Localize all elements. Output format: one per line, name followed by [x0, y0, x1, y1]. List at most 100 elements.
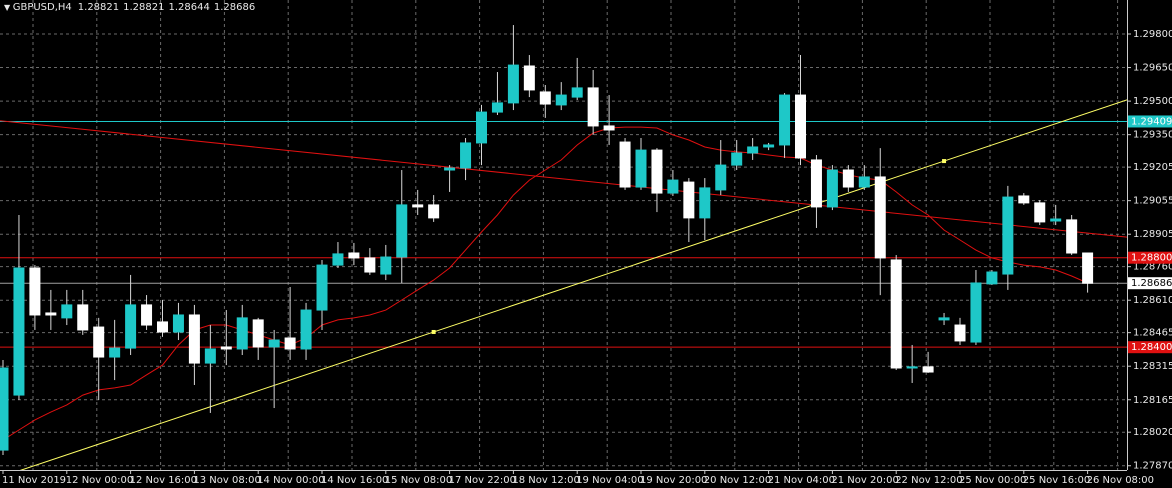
header: ▼ GBPUSD,H4 1.28821 1.28821 1.28644 1.28686	[4, 2, 255, 13]
x-tick-label: 11 Nov 2019	[2, 475, 66, 486]
trendline	[19, 99, 1127, 470]
candle-body	[1082, 252, 1094, 284]
candle-body	[970, 282, 982, 343]
y-tick-label: 1.29350	[1133, 130, 1172, 141]
candle-body	[986, 271, 998, 285]
price-label: 1.29409	[1131, 116, 1172, 127]
candle-body	[810, 159, 822, 208]
candle-body	[779, 94, 791, 146]
candle-body	[300, 309, 312, 350]
candle-body	[204, 348, 216, 364]
candle-body	[29, 267, 41, 316]
candle-body	[364, 257, 376, 273]
plot-area	[0, 25, 1127, 470]
candle-body	[1034, 202, 1046, 223]
candle-body	[651, 149, 663, 194]
x-tick-label: 14 Nov 00:00	[257, 475, 324, 486]
y-tick-label: 1.29055	[1133, 196, 1172, 207]
candle-body	[109, 347, 121, 358]
y-tick-label: 1.28020	[1133, 427, 1172, 438]
candle-body	[539, 91, 551, 105]
trendline-anchor	[431, 329, 436, 334]
candle-body	[252, 319, 264, 348]
trendline	[0, 120, 1127, 238]
candle-body	[172, 314, 184, 333]
candle-body	[555, 94, 567, 106]
y-tick-label: 1.28760	[1133, 262, 1172, 273]
x-tick-label: 18 Nov 12:00	[512, 475, 579, 486]
x-tick-label: 19 Nov 04:00	[576, 475, 643, 486]
y-tick-label: 1.28165	[1133, 395, 1172, 406]
x-tick-label: 17 Nov 22:00	[449, 475, 516, 486]
x-tick-label: 19 Nov 20:00	[640, 475, 707, 486]
candle-body	[491, 102, 503, 113]
candle-body	[954, 324, 966, 342]
current-price-label: 1.28686	[1131, 278, 1172, 289]
candle-body	[444, 167, 456, 171]
candle-body	[938, 317, 950, 321]
current-price-box	[1128, 277, 1172, 290]
candle-body	[428, 204, 440, 219]
price-label-box	[1128, 115, 1172, 128]
candle-body	[13, 267, 25, 396]
x-tick-label: 15 Nov 08:00	[385, 475, 452, 486]
candle-body	[1066, 219, 1078, 254]
candle-body	[1002, 196, 1014, 275]
x-tick-label: 20 Nov 12:00	[704, 475, 771, 486]
candle-body	[906, 366, 918, 369]
candle-body	[188, 314, 200, 364]
price-label-box	[1128, 341, 1172, 354]
candle-body	[667, 179, 679, 194]
header-high: 1.28821	[123, 2, 164, 13]
candle-body	[348, 252, 360, 259]
candle-body	[874, 176, 886, 259]
header-open: 1.28821	[78, 2, 119, 13]
candle-body	[619, 141, 631, 188]
candle-body	[396, 204, 408, 258]
x-tick-label: 21 Nov 20:00	[831, 475, 898, 486]
candle-body	[571, 87, 583, 98]
candle-body	[93, 326, 105, 358]
candle-body	[635, 149, 647, 188]
x-tick-label: 25 Nov 00:00	[959, 475, 1026, 486]
x-tick-label: 12 Nov 16:00	[130, 475, 197, 486]
candle-body	[476, 111, 487, 144]
x-tick-label: 22 Nov 12:00	[895, 475, 962, 486]
y-tick-label: 1.29650	[1133, 63, 1172, 74]
candle-body	[141, 304, 153, 326]
candle-body	[683, 181, 695, 219]
candle-body	[412, 204, 424, 208]
candle-body	[380, 256, 392, 275]
candle-body	[316, 264, 328, 311]
y-tick-label: 1.29205	[1133, 162, 1172, 173]
y-tick-label: 1.29500	[1133, 96, 1172, 107]
x-tick-label: 13 Nov 08:00	[193, 475, 260, 486]
candle-body	[1050, 218, 1062, 222]
candle-body	[1018, 195, 1030, 204]
candle-body	[45, 312, 57, 316]
candle-body	[763, 144, 775, 148]
x-tick-label: 12 Nov 00:00	[66, 475, 133, 486]
grid	[0, 0, 1127, 470]
symbol: GBPUSD,H4	[13, 2, 72, 13]
moving-average	[2, 126, 1088, 441]
header-icon: ▼	[4, 3, 13, 12]
candle-body	[61, 304, 73, 319]
y-tick-label: 1.28905	[1133, 229, 1172, 240]
y-tick-label: 1.28465	[1133, 328, 1172, 339]
candle-body	[332, 253, 344, 266]
candle-body	[842, 169, 854, 188]
candle-body	[587, 87, 599, 127]
x-tick-label: 14 Nov 16:00	[321, 475, 388, 486]
trendline-anchor	[942, 159, 947, 164]
candle-body	[236, 317, 248, 350]
candle-body	[731, 152, 743, 166]
y-tick-label: 1.27870	[1133, 461, 1172, 472]
y-tick-label: 1.29800	[1133, 29, 1172, 40]
y-tick-label: 1.28610	[1133, 295, 1172, 306]
candle-body	[715, 164, 727, 191]
price-label-box	[1128, 251, 1172, 264]
